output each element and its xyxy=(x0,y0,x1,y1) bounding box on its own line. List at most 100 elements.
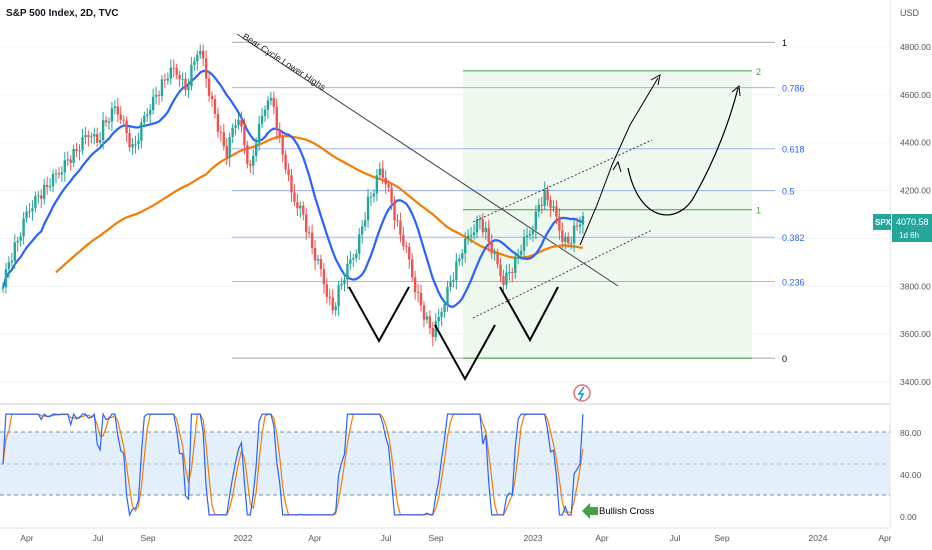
time-tick-label: 2024 xyxy=(809,533,828,543)
candle-body xyxy=(101,120,105,141)
fib-label: 0.5 xyxy=(782,187,795,197)
candle-body xyxy=(181,78,184,80)
candle-body xyxy=(396,220,399,222)
candle-body xyxy=(331,297,334,311)
pattern-v-left xyxy=(348,286,410,344)
price-axis[interactable] xyxy=(890,0,932,550)
candle-body xyxy=(240,119,243,127)
bullish-cross-annotation: Bullish Cross xyxy=(582,503,655,519)
candle-body xyxy=(352,258,355,260)
candle-body xyxy=(140,122,143,141)
candle-body xyxy=(299,205,302,209)
candle-body xyxy=(316,259,320,261)
candle-body xyxy=(137,140,140,144)
candle-body xyxy=(349,259,352,264)
oscillator-k-line xyxy=(2,412,584,517)
candle-body xyxy=(416,292,420,294)
candle-body xyxy=(25,211,28,219)
candle-body xyxy=(110,108,114,122)
candle-body xyxy=(360,226,364,235)
candle-body xyxy=(228,136,231,158)
time-axis-ticks[interactable]: Apr Jul Sep 2022 Apr Jul Sep 2023 Apr Jul Sep 2024 A… xyxy=(20,533,891,543)
time-tick-label: Apr xyxy=(878,533,891,543)
candle-body xyxy=(78,150,81,152)
time-tick-label: Sep xyxy=(140,533,155,543)
candle-body xyxy=(122,119,125,121)
candle-body xyxy=(514,256,517,273)
candle-body xyxy=(199,50,202,55)
currency-label: USD xyxy=(900,8,920,18)
candle-body xyxy=(237,119,240,126)
candle-body xyxy=(107,121,111,123)
candle-body xyxy=(13,242,16,261)
candle-body xyxy=(431,328,435,338)
candle-body xyxy=(334,306,337,311)
candle-body xyxy=(537,204,540,212)
candle-body xyxy=(413,277,417,293)
candle-body xyxy=(469,235,473,237)
fib-label: 1 xyxy=(782,38,787,48)
fib-label: 0 xyxy=(782,354,787,364)
pattern-v-middle xyxy=(434,324,496,382)
candle-body xyxy=(263,109,267,116)
candle-body xyxy=(564,236,567,242)
candle-body xyxy=(561,230,564,242)
candle-body xyxy=(34,196,37,209)
candle-body xyxy=(278,130,281,137)
candle-body xyxy=(269,97,273,101)
candle-body xyxy=(540,204,543,206)
candle-body xyxy=(28,211,31,213)
candle-body xyxy=(558,216,561,231)
badge-countdown: 1d 6h xyxy=(899,231,919,240)
projection-arrowhead-3 xyxy=(612,160,622,173)
candle-body xyxy=(499,264,502,276)
channel-upper xyxy=(472,139,653,223)
candle-body xyxy=(231,127,234,137)
candle-body xyxy=(175,68,178,75)
candle-body xyxy=(410,259,414,278)
candle-body xyxy=(472,232,476,236)
candle-body xyxy=(505,272,508,285)
time-tick-label: Apr xyxy=(20,533,33,543)
candle-body xyxy=(378,168,382,176)
candle-body xyxy=(178,74,181,80)
bear-trendline xyxy=(236,33,619,287)
osc-tick-label: 80.00 xyxy=(900,428,922,438)
candle-body xyxy=(478,219,482,221)
candle-body xyxy=(266,100,270,110)
projection-arrowhead-1 xyxy=(650,74,661,86)
candle-body xyxy=(187,86,190,91)
candle-body xyxy=(75,148,78,152)
candle-body xyxy=(508,271,511,273)
candle-body xyxy=(119,114,122,120)
candle-body xyxy=(104,120,108,123)
candle-body xyxy=(446,287,449,304)
candle-body xyxy=(534,211,538,230)
candle-body xyxy=(260,115,264,124)
tradingview-logo-icon[interactable] xyxy=(573,384,591,402)
target-levels: 21 xyxy=(463,67,761,359)
candle-body xyxy=(319,259,323,270)
candle-body xyxy=(296,201,299,209)
candle-body xyxy=(531,229,535,235)
time-tick-label: Jul xyxy=(381,533,392,543)
candle-body xyxy=(302,205,305,215)
target-label: 2 xyxy=(756,67,761,77)
candle-body xyxy=(355,253,358,259)
candle-body xyxy=(519,250,523,256)
candle-body xyxy=(169,67,173,79)
candle-body xyxy=(60,172,64,175)
candle-body xyxy=(546,189,549,201)
candle-body xyxy=(399,220,402,235)
candle-body xyxy=(151,96,155,111)
candle-body xyxy=(157,94,161,96)
candle-body xyxy=(134,143,137,145)
candle-body xyxy=(90,136,93,138)
candle-body xyxy=(307,232,311,234)
candle-body xyxy=(143,115,146,123)
candle-body xyxy=(440,311,443,317)
candle-body xyxy=(63,160,67,173)
candle-body xyxy=(57,173,61,175)
chart-title: S&P 500 Index, 2D, TVC xyxy=(6,8,119,19)
